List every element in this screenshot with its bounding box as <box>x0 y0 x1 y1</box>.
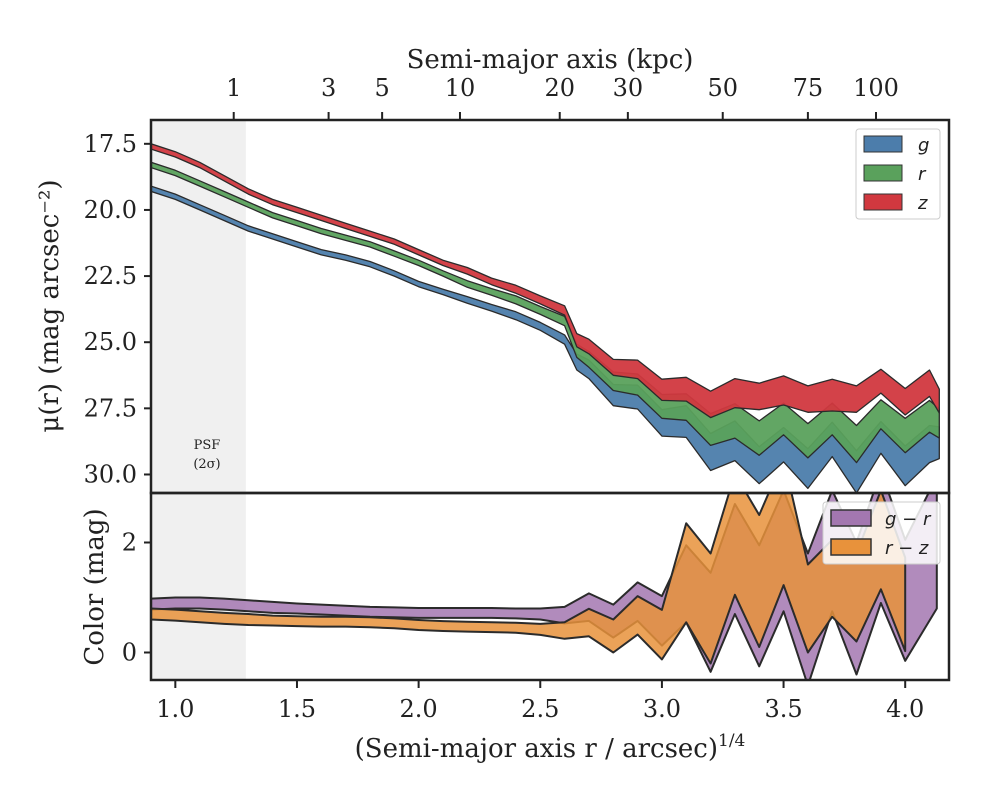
surface-brightness-band-1 <box>151 161 940 464</box>
top-tick-label-7: 75 <box>793 74 824 102</box>
psf-region-top <box>151 121 246 492</box>
top-tick-label-1: 3 <box>321 74 336 102</box>
top-panel-ylabel: μ(r) (mag arcsec⁻²) <box>35 179 65 432</box>
surface-brightness-ytick-label-4: 27.5 <box>84 394 137 422</box>
xtick-label-0: 1.0 <box>156 695 194 723</box>
axes: 17.5 20.0 22.5 25.0 27.5 30.0 0 2 1.0 1.5 2.0 2.5 3.… <box>84 74 925 723</box>
xtick-label-4: 3.0 <box>643 695 681 723</box>
top-tick-label-5: 30 <box>613 74 644 102</box>
psf-region-bottom <box>151 494 246 679</box>
x-axis-label-sup: 1/4 <box>718 731 745 751</box>
top-tick-label-2: 5 <box>374 74 389 102</box>
psf-label-line1: PSF <box>194 438 221 453</box>
top-axis-label: Semi-major axis (kpc) <box>407 45 694 75</box>
surface-brightness-ytick-label-2: 22.5 <box>84 262 137 290</box>
bottom-panel-frame <box>149 491 951 682</box>
xtick-label-5: 3.5 <box>764 695 802 723</box>
top-tick-label-3: 10 <box>445 74 476 102</box>
legend-swatch-g-r <box>830 509 872 527</box>
top-tick-label-6: 50 <box>707 74 738 102</box>
top-tick-label-8: 100 <box>853 74 899 102</box>
surface-brightness-band-2 <box>151 143 940 419</box>
legend-label-z: z <box>917 193 928 214</box>
xtick-label-3: 2.5 <box>521 695 559 723</box>
color-ytick-label-1: 2 <box>122 529 137 557</box>
top-tick-label-0: 1 <box>226 74 241 102</box>
surface-brightness-ytick-label-0: 17.5 <box>84 130 137 158</box>
xtick-label-2: 2.0 <box>400 695 438 723</box>
legend-swatch-z <box>863 193 903 211</box>
surface-brightness-series <box>151 143 940 492</box>
legend-swatch-r <box>863 164 903 182</box>
legend-label-r: r <box>918 164 927 185</box>
bottom-legend: g − r r − z <box>822 501 941 565</box>
surface-brightness-band-0 <box>151 185 940 492</box>
color-ytick-label-0: 0 <box>122 639 137 667</box>
legend-label-g-r: g − r <box>885 509 932 530</box>
legend-swatch-r-z <box>830 538 872 556</box>
legend-swatch-g <box>863 135 903 153</box>
xtick-label-1: 1.5 <box>278 695 316 723</box>
x-axis-label: (Semi-major axis r / arcsec)1/4 <box>355 731 746 764</box>
legend-label-g: g <box>918 135 929 156</box>
top-legend: g r z <box>855 128 941 220</box>
xtick-label-6: 4.0 <box>886 695 924 723</box>
bottom-panel-ylabel: Color (mag) <box>80 508 110 665</box>
x-axis-label-main: (Semi-major axis r / arcsec) <box>355 734 718 764</box>
surface-brightness-ytick-label-5: 30.0 <box>84 460 137 488</box>
surface-brightness-ytick-label-3: 25.0 <box>84 328 137 356</box>
legend-label-r-z: r − z <box>885 538 929 559</box>
psf-label-line2: (2σ) <box>193 457 220 472</box>
surface-brightness-ytick-label-1: 20.0 <box>84 196 137 224</box>
top-tick-label-4: 20 <box>544 74 575 102</box>
